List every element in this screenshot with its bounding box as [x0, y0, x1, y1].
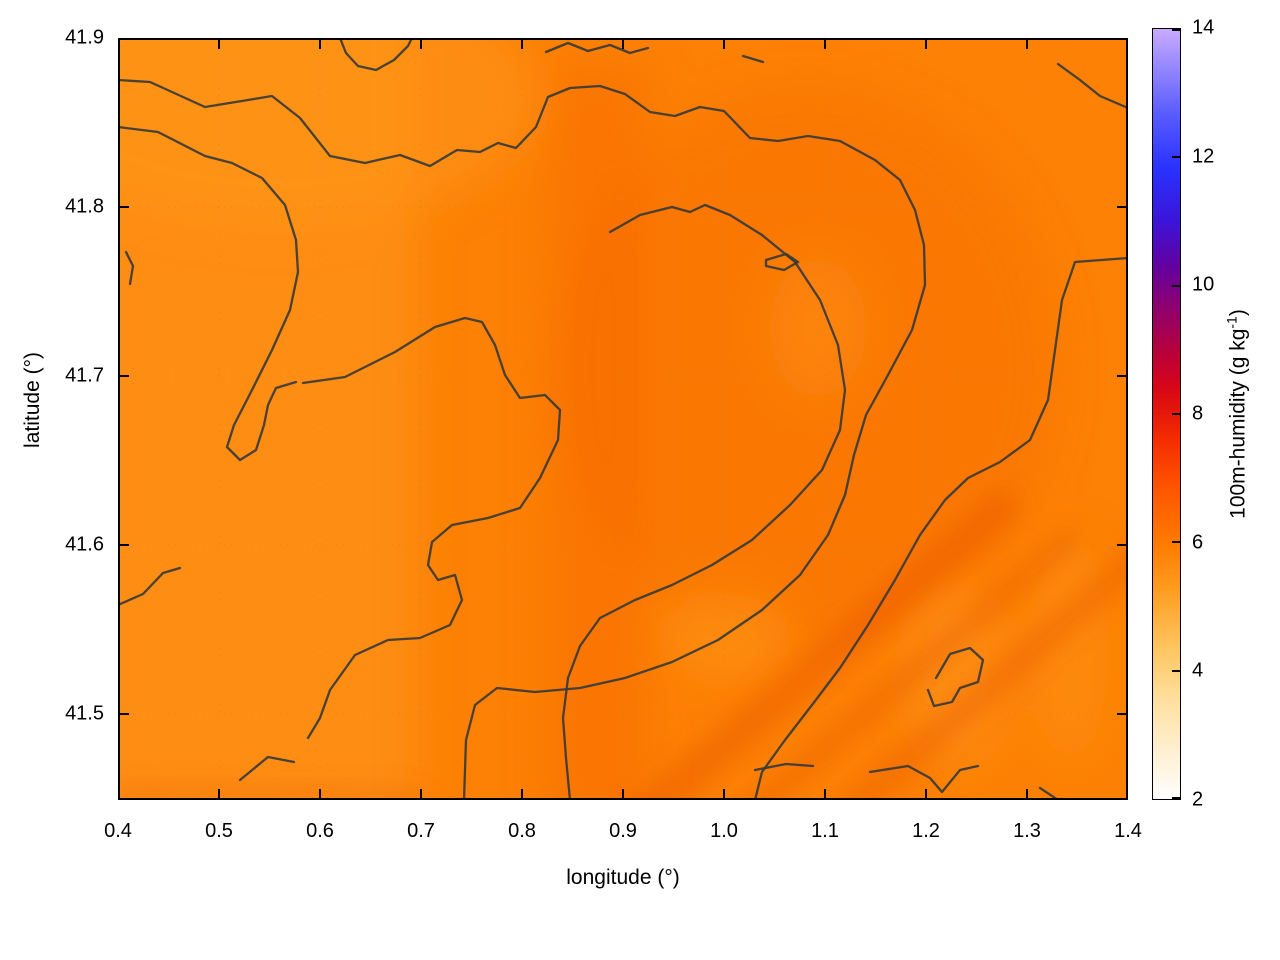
colorbar-tick-label: 12: [1192, 145, 1215, 168]
heat-streak: [752, 530, 1078, 800]
grid-horizontal: [119, 206, 1127, 715]
colorbar-tick-mark: [1172, 797, 1180, 799]
colorbar-tick-label: 14: [1192, 16, 1215, 39]
axis-tick-marks: [120, 40, 1126, 798]
contour-line: [118, 78, 927, 800]
grid-lines: [119, 39, 1127, 799]
heat-streak: [118, 787, 425, 800]
contour-line: [1056, 62, 1128, 110]
colorbar-tick-label: 8: [1192, 402, 1204, 425]
x-ticks-top: [218, 40, 1028, 49]
plot-border: [118, 38, 1128, 800]
contour-line: [124, 250, 135, 286]
y-axis-title: latitude (°): [21, 352, 44, 448]
y-ticks-left: [120, 206, 129, 715]
colorbar-tick-label: 4: [1192, 659, 1204, 682]
heatmap-canvas: [118, 38, 1128, 800]
contour-line: [118, 566, 182, 607]
contour-line: [238, 755, 296, 782]
contour-line: [753, 762, 815, 772]
colorbar-tick-label: 6: [1192, 531, 1204, 554]
contour-line: [338, 38, 414, 72]
x-tick-label: 0.8: [508, 820, 536, 842]
colorbar-title: 100m-humidity (g kg-1): [1224, 309, 1251, 519]
y-ticks-right: [1117, 206, 1126, 715]
colorbar-tick-mark: [1172, 669, 1180, 672]
plot-area: [118, 38, 1128, 800]
y-axis-tick-labels: 41.9 41.8 41.7 41.6 41.5: [0, 27, 104, 800]
contour-line: [868, 764, 980, 794]
x-tick-label: 0.7: [407, 820, 435, 842]
x-tick-label: 1.2: [912, 820, 940, 842]
colorbar-title-exponent: -1: [1223, 316, 1240, 329]
contour-layer: [118, 38, 1128, 800]
x-tick-label: 1.4: [1114, 820, 1142, 842]
y-tick-label: 41.7: [65, 364, 104, 387]
contour-line: [753, 256, 1128, 800]
colorbar-tick-mark: [1172, 284, 1180, 287]
x-tick-label: 0.4: [104, 820, 132, 842]
colorbar-tick-mark: [1172, 156, 1180, 159]
x-axis-title: longitude (°): [566, 866, 680, 889]
colorbar-tick-mark: [1172, 541, 1180, 544]
contour-loop: [764, 252, 800, 272]
colorbar-tick-mark: [1172, 29, 1180, 31]
contour-line: [544, 41, 650, 55]
contour-line: [561, 203, 847, 800]
heat-patch: [770, 258, 866, 398]
x-axis-tick-labels: 0.4 0.5 0.6 0.7 0.8 0.9 1.0 1.1 1.2 1.3 …: [104, 820, 1142, 846]
contour-line: [118, 125, 300, 462]
y-tick-label: 41.8: [65, 195, 104, 218]
colorbar-tick-label: 10: [1192, 273, 1215, 296]
contour-line: [741, 54, 765, 64]
x-tick-label: 0.5: [205, 820, 233, 842]
colorbar-tick-mark: [1172, 413, 1180, 415]
contour-line: [926, 646, 985, 708]
colorbar-tick-labels: 14 12 10 8 6 4 2: [1192, 17, 1236, 811]
y-tick-label: 41.9: [65, 26, 104, 49]
colorbar-title-suffix: ): [1226, 309, 1250, 317]
x-tick-label: 0.9: [609, 820, 637, 842]
x-ticks-bottom: [218, 789, 1028, 798]
colorbar-tick-label: 2: [1192, 788, 1204, 811]
x-tick-label: 1.0: [710, 820, 738, 842]
heat-streak: [841, 549, 1128, 800]
heat-patch: [118, 38, 538, 228]
y-tick-label: 41.6: [65, 533, 104, 556]
colorbar: [1152, 28, 1181, 800]
contour-line: [301, 316, 562, 740]
colorbar-title-text: 100m-humidity (g kg: [1226, 328, 1250, 519]
y-tick-label: 41.5: [65, 702, 104, 725]
x-tick-label: 1.1: [811, 820, 839, 842]
x-tick-label: 0.6: [306, 820, 334, 842]
heat-variation-layer: [118, 38, 1108, 800]
x-tick-label: 1.3: [1013, 820, 1041, 842]
heat-streaks-layer: [118, 491, 1128, 800]
heat-streak: [635, 491, 1019, 800]
